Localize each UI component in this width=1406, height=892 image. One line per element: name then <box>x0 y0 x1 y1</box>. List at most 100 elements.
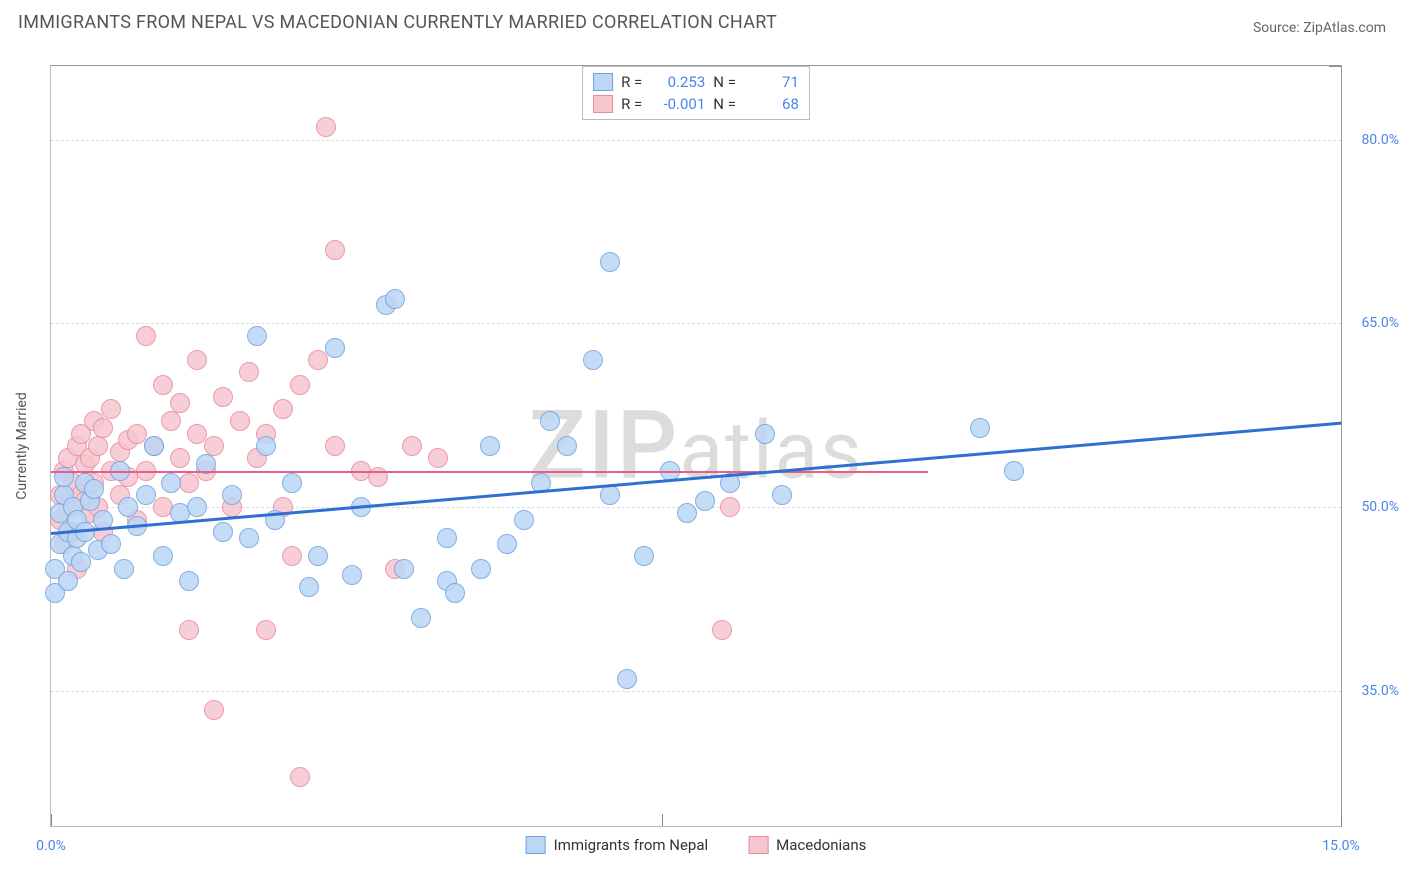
x-tick-label: 0.0% <box>36 838 66 854</box>
r-label: R = <box>621 71 642 93</box>
scatter-point-maced <box>256 620 276 640</box>
scatter-point-nepal <box>480 436 500 456</box>
scatter-point-maced <box>161 411 181 431</box>
n-label: N = <box>713 71 736 93</box>
y-major-tick <box>1329 66 1341 67</box>
scatter-point-nepal <box>1004 461 1024 481</box>
scatter-point-nepal <box>71 552 91 572</box>
scatter-point-nepal <box>970 418 990 438</box>
scatter-point-maced <box>187 350 207 370</box>
scatter-point-maced <box>316 117 336 137</box>
scatter-point-nepal <box>437 528 457 548</box>
plot-area: ZIPatlas R = 0.253 N = 71 R = -0.001 N =… <box>50 65 1342 827</box>
source-label: Source: <box>1253 20 1303 36</box>
scatter-point-nepal <box>282 473 302 493</box>
legend-row-maced: R = -0.001 N = 68 <box>593 93 799 115</box>
scatter-point-nepal <box>755 424 775 444</box>
scatter-point-maced <box>204 700 224 720</box>
scatter-point-nepal <box>187 497 207 517</box>
scatter-point-maced <box>136 326 156 346</box>
scatter-point-maced <box>187 424 207 444</box>
scatter-point-nepal <box>161 473 181 493</box>
scatter-point-maced <box>428 448 448 468</box>
legend-row-nepal: R = 0.253 N = 71 <box>593 71 799 93</box>
scatter-point-nepal <box>411 608 431 628</box>
source-name: ZipAtlas.com <box>1303 20 1386 36</box>
source-credit: Source: ZipAtlas.com <box>1253 20 1386 36</box>
legend-label-maced: Macedonians <box>776 836 866 854</box>
scatter-point-nepal <box>222 485 242 505</box>
scatter-point-nepal <box>600 485 620 505</box>
gridline <box>51 691 1341 692</box>
scatter-point-nepal <box>299 577 319 597</box>
scatter-point-nepal <box>695 491 715 511</box>
scatter-point-nepal <box>540 411 560 431</box>
legend-item-maced: Macedonians <box>748 836 866 854</box>
x-major-tick <box>51 814 52 826</box>
n-value-maced: 68 <box>744 93 799 115</box>
scatter-point-nepal <box>118 497 138 517</box>
r-value-maced: -0.001 <box>650 93 705 115</box>
scatter-point-nepal <box>557 436 577 456</box>
legend-item-nepal: Immigrants from Nepal <box>526 836 709 854</box>
scatter-point-nepal <box>445 583 465 603</box>
scatter-point-maced <box>720 497 740 517</box>
scatter-point-maced <box>308 350 328 370</box>
scatter-point-nepal <box>308 546 328 566</box>
scatter-point-maced <box>282 546 302 566</box>
chart-container: IMMIGRANTS FROM NEPAL VS MACEDONIAN CURR… <box>0 0 1406 892</box>
swatch-maced <box>593 95 613 113</box>
gridline <box>51 323 1341 324</box>
scatter-point-nepal <box>342 565 362 585</box>
n-value-nepal: 71 <box>744 71 799 93</box>
scatter-point-maced <box>213 387 233 407</box>
scatter-point-maced <box>170 448 190 468</box>
scatter-point-maced <box>239 362 259 382</box>
y-tick-label: 35.0% <box>1361 683 1399 699</box>
x-tick-label: 15.0% <box>1322 838 1360 854</box>
r-value-nepal: 0.253 <box>650 71 705 93</box>
scatter-point-nepal <box>58 571 78 591</box>
x-major-tick <box>662 814 663 826</box>
swatch-nepal <box>593 73 613 91</box>
scatter-point-maced <box>179 620 199 640</box>
scatter-point-maced <box>88 436 108 456</box>
scatter-point-maced <box>93 418 113 438</box>
scatter-point-nepal <box>677 503 697 523</box>
y-tick-label: 80.0% <box>1361 132 1399 148</box>
gridline <box>51 140 1341 141</box>
scatter-point-nepal <box>497 534 517 554</box>
scatter-point-nepal <box>471 559 491 579</box>
scatter-point-nepal <box>179 571 199 591</box>
scatter-point-maced <box>230 411 250 431</box>
scatter-point-maced <box>273 399 293 419</box>
scatter-point-nepal <box>213 522 233 542</box>
scatter-point-nepal <box>136 485 156 505</box>
swatch-maced-icon <box>748 836 768 854</box>
scatter-point-nepal <box>514 510 534 530</box>
r-label: R = <box>621 93 642 115</box>
chart-title: IMMIGRANTS FROM NEPAL VS MACEDONIAN CURR… <box>18 12 777 33</box>
scatter-point-nepal <box>772 485 792 505</box>
n-label: N = <box>713 93 736 115</box>
series-legend: Immigrants from Nepal Macedonians <box>526 836 867 854</box>
swatch-nepal-icon <box>526 836 546 854</box>
scatter-point-maced <box>325 436 345 456</box>
scatter-point-maced <box>290 767 310 787</box>
scatter-point-nepal <box>325 338 345 358</box>
scatter-point-nepal <box>144 436 164 456</box>
scatter-point-nepal <box>247 326 267 346</box>
y-axis-label: Currently Married <box>14 392 30 499</box>
scatter-point-nepal <box>634 546 654 566</box>
scatter-point-nepal <box>101 534 121 554</box>
x-major-tick <box>1341 814 1342 826</box>
y-tick-label: 65.0% <box>1361 315 1399 331</box>
scatter-point-nepal <box>114 559 134 579</box>
y-tick-label: 50.0% <box>1361 499 1399 515</box>
scatter-point-nepal <box>617 669 637 689</box>
scatter-point-maced <box>101 399 121 419</box>
scatter-point-nepal <box>84 479 104 499</box>
scatter-point-maced <box>325 240 345 260</box>
scatter-point-maced <box>204 436 224 456</box>
scatter-point-nepal <box>394 559 414 579</box>
